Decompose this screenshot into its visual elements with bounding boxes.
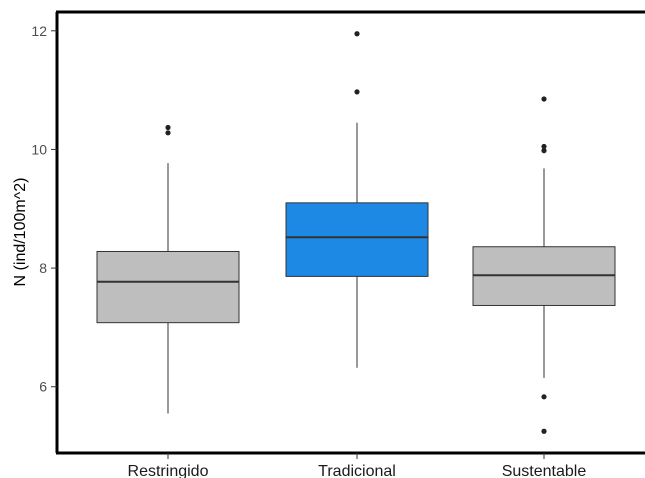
outlier-point (541, 143, 547, 150)
plot-marks (96, 31, 616, 434)
y-tick-label: 8 (39, 260, 47, 276)
y-tick-label: 6 (39, 379, 47, 395)
outlier-point (354, 31, 360, 37)
y-tick-label: 10 (31, 141, 47, 157)
outlier-point (165, 130, 171, 136)
outlier-point (165, 124, 171, 131)
x-tick-label: Tradicional (318, 463, 396, 478)
outlier-point (354, 89, 360, 95)
x-tick-label: Restringido (128, 463, 209, 478)
y-tick-label: 12 (31, 23, 47, 39)
x-axis-ticks: Restringido Tradicional Sustentable (128, 453, 587, 478)
x-tick-label: Sustentable (502, 463, 587, 478)
box-iqr (285, 202, 429, 277)
outlier-point (541, 148, 547, 154)
box-iqr (96, 250, 240, 324)
outlier-point (541, 394, 547, 400)
outlier-point (541, 428, 547, 434)
y-axis-ticks: 6 8 10 12 (31, 23, 57, 395)
box-group-sustentable (472, 96, 616, 434)
y-axis-title: N (ind/100m^2) (12, 178, 29, 287)
box-group-tradicional (285, 31, 429, 368)
box-group-restringido (96, 124, 240, 414)
outlier-point (541, 96, 547, 102)
